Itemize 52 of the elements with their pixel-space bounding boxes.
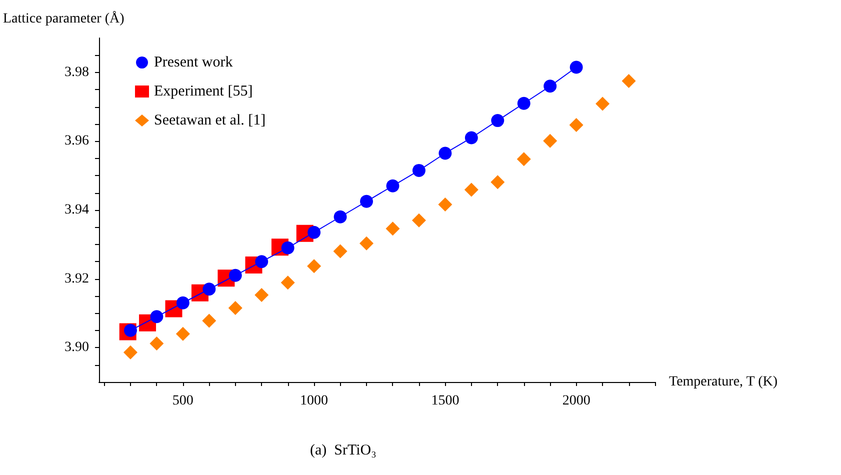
point (412, 164, 426, 177)
point (202, 282, 216, 296)
point (176, 296, 190, 310)
point (280, 276, 295, 290)
point (202, 314, 216, 328)
y-tick-label: 3.92 (64, 271, 89, 286)
point (569, 118, 584, 132)
point (254, 288, 269, 302)
y-tick-label: 3.98 (64, 64, 89, 80)
point (517, 96, 530, 110)
point (307, 259, 322, 274)
legend-label: Experiment [55] (154, 84, 253, 100)
point (516, 152, 531, 166)
y-tick-label: 3.94 (64, 202, 89, 218)
point (150, 310, 164, 324)
point (464, 131, 478, 144)
x-tick-label: 1000 (300, 394, 328, 408)
text: (a) SrTiO₃ (310, 442, 376, 458)
point (622, 74, 636, 88)
x-tick-label: 1500 (431, 394, 460, 408)
point (308, 226, 321, 239)
y-tick-label: 3.96 (64, 134, 89, 149)
point (333, 244, 348, 258)
x-tick-label: 2000 (562, 394, 590, 408)
point (596, 96, 610, 111)
point (386, 222, 400, 236)
point (176, 326, 190, 341)
point (150, 336, 164, 350)
point (123, 345, 138, 360)
point (334, 210, 347, 224)
point (281, 241, 294, 254)
point (386, 179, 400, 192)
point (438, 146, 452, 160)
y-tick-label: 3.90 (64, 340, 89, 356)
point (228, 268, 242, 282)
point (412, 213, 426, 228)
point (360, 194, 374, 208)
point (490, 175, 505, 190)
x-tick-label: 500 (172, 394, 194, 408)
point (544, 80, 557, 93)
legend-label: Seetawan et al. [1] (154, 112, 266, 128)
point (570, 60, 583, 74)
point (360, 236, 374, 250)
point (464, 182, 478, 197)
point (255, 255, 268, 268)
point (438, 197, 452, 212)
point (228, 301, 242, 316)
point (543, 134, 558, 148)
legend-label: Present work (154, 54, 234, 70)
point (491, 114, 504, 128)
y-axis-title: Lattice parameter (Å) (3, 10, 125, 26)
x-axis-title: Temperature, T (K) (669, 374, 778, 390)
